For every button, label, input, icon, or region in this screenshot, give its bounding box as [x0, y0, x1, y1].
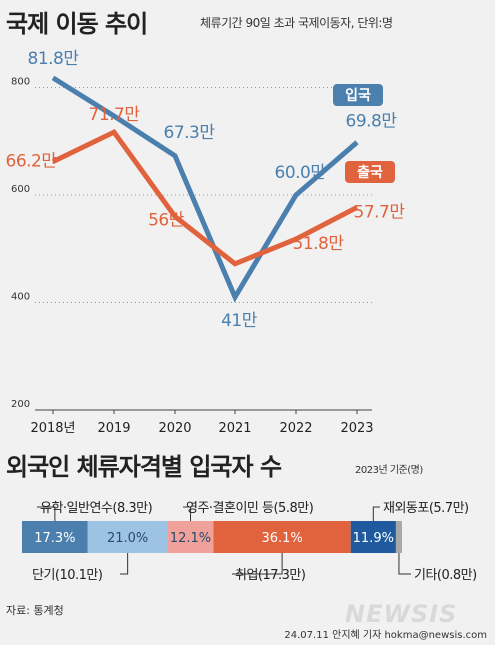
data-label: 51.8만 [293, 234, 345, 254]
data-label: 67.3만 [164, 123, 216, 143]
callout-line [398, 553, 411, 575]
legend-label: 출국 [357, 164, 383, 181]
byline: 24.07.11 안지혜 기자 hokma@newsis.com [284, 630, 487, 641]
bar-segment [22, 521, 88, 553]
x-tick-label: 2018년 [30, 421, 75, 436]
bar-segment [213, 521, 351, 553]
x-tick-label: 2022 [279, 421, 312, 436]
data-label: 69.8만 [346, 111, 398, 131]
callout-line [120, 553, 129, 575]
callout-line [372, 506, 380, 521]
bar-segment [350, 521, 396, 553]
data-label: 41만 [221, 311, 258, 331]
segment-label: 영주·결혼이민 등(5.8만) [186, 501, 313, 516]
callout-line [232, 553, 283, 575]
watermark: NEWSIS [345, 600, 458, 628]
series-line-entry [51, 75, 359, 303]
y-tick-label: 400 [11, 292, 30, 303]
legend-label: 입국 [345, 88, 371, 104]
data-label: 81.8만 [28, 49, 80, 69]
y-tick-label: 800 [11, 77, 30, 88]
bar-segment [167, 521, 214, 553]
data-label: 60.0만 [275, 163, 327, 183]
segment-percent: 11.9% [353, 531, 394, 546]
segment-label: 취업(17.3만) [235, 568, 305, 583]
segment-label: 유학·일반연수(8.3만) [40, 501, 152, 516]
x-tick-label: 2023 [340, 421, 373, 436]
x-tick-label: 2021 [218, 421, 251, 436]
y-tick-label: 200 [11, 399, 30, 410]
section-title: 외국인 체류자격별 입국자 수 [6, 453, 282, 481]
segment-percent: 36.1% [261, 531, 302, 546]
series-line-exit [51, 128, 359, 267]
segment-label: 기타(0.8만) [414, 568, 477, 583]
segment-percent: 12.1% [170, 531, 211, 546]
stacked-bar-chart: 17.3% 21.0% 12.1% 36.1% 11.9% 유학·일반연수(8.3만) 단기… [22, 501, 477, 583]
data-label: 66.2만 [6, 152, 58, 172]
bar-segment [395, 521, 402, 553]
segment-percent: 21.0% [107, 531, 148, 546]
data-label: 71.7만 [89, 105, 141, 125]
y-tick-label: 600 [11, 184, 30, 195]
chart-title: 국제 이동 추이 [6, 10, 148, 38]
legend-tag [333, 84, 383, 106]
bar-segment [87, 521, 168, 553]
callout-line [183, 506, 192, 521]
data-label: 57.7만 [354, 202, 406, 222]
source-note: 자료: 통계청 [6, 604, 64, 617]
segment-label: 단기(10.1만) [32, 568, 102, 583]
chart-subtitle: 체류기간 90일 초과 국제이동자, 단위:명 [200, 16, 393, 30]
x-tick-label: 2019 [97, 421, 130, 436]
x-tick-label: 2020 [158, 421, 191, 436]
segment-label: 재외동포(5.7만) [383, 501, 469, 516]
segment-percent: 17.3% [34, 531, 75, 546]
callout-line [37, 506, 56, 521]
section-subtitle: 2023년 기준(명) [355, 465, 423, 476]
legend-tag [345, 161, 395, 183]
data-label: 56만 [148, 211, 185, 231]
